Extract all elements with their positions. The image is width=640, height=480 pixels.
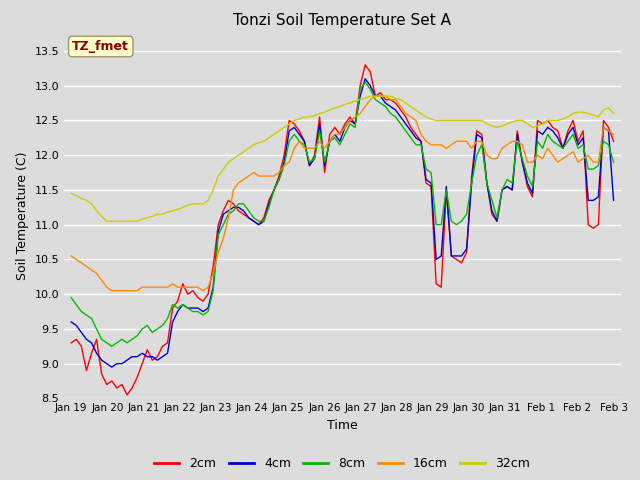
Legend: 2cm, 4cm, 8cm, 16cm, 32cm: 2cm, 4cm, 8cm, 16cm, 32cm <box>150 452 535 475</box>
Y-axis label: Soil Temperature (C): Soil Temperature (C) <box>16 152 29 280</box>
X-axis label: Time: Time <box>327 419 358 432</box>
Text: TZ_fmet: TZ_fmet <box>72 40 129 53</box>
Title: Tonzi Soil Temperature Set A: Tonzi Soil Temperature Set A <box>234 13 451 28</box>
